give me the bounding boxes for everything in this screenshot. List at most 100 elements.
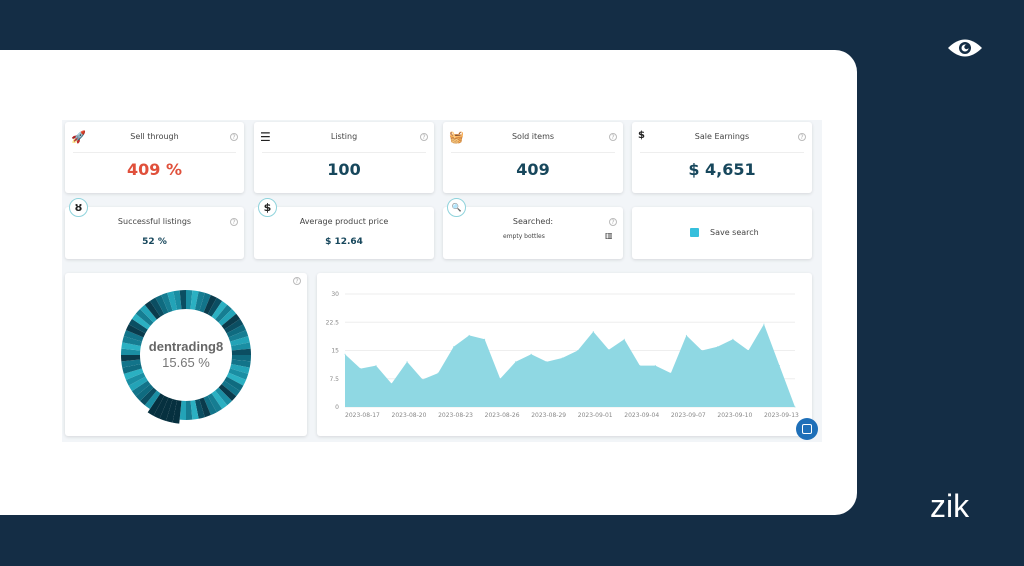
card-value: $ 4,651 [688,160,756,179]
data-point [561,357,563,359]
x-tick-label: 2023-08-20 [392,412,427,419]
data-point [654,365,656,367]
donut-segment-highlighted [172,400,182,424]
dashboard: 🚀 Sell through ? 409 % ☰ Listing ? 100 🧺… [62,120,822,442]
card-value: 100 [327,160,361,179]
area-chart-card: 0 7.5 15 22.5 30 2023-08-17 2023-08-20 2023-08-… [317,273,812,436]
data-point [701,350,703,351]
donut-segment [199,397,211,418]
data-point [546,361,548,363]
donut-chart [121,290,251,424]
donut-segment [199,292,211,313]
medal-icon: ȣ [69,198,88,217]
donut-segment [128,318,148,334]
data-point [670,372,672,374]
help-icon[interactable]: ? [230,218,238,226]
list-icon: ☰ [260,130,271,144]
card-title: Sell through [130,132,179,141]
donut-segment [215,304,232,323]
successful-listings-card: ȣ Successful listings ? 52 % [65,198,244,259]
card-title: Sale Earnings [694,132,750,141]
donut-segment [215,387,232,406]
donut-segment [207,297,223,317]
data-point [360,368,362,370]
donut-segment [221,380,241,397]
donut-segment [228,368,249,380]
searched-card: 🔍 Searched: ? empty bottles ▥ [443,198,623,259]
donut-segment [140,387,157,406]
x-tick-label: 2023-09-13 [764,412,799,419]
data-point [391,383,393,385]
card-title: Listing [330,132,358,141]
donut-value: 15.65 % [162,355,210,370]
data-point [639,365,641,367]
data-point [530,353,532,355]
data-point [484,338,486,340]
donut-segment [230,363,250,374]
donut-segment [224,318,244,334]
donut-segment [144,390,161,410]
donut-segment [161,292,173,313]
data-point [344,353,346,355]
help-icon[interactable]: ? [609,133,617,141]
donut-segment [203,294,217,315]
donut-segment [226,372,247,386]
save-search-label: Save search [710,228,759,237]
data-point [763,323,765,325]
help-icon[interactable]: ? [293,277,301,285]
donut-segment [218,309,237,326]
y-tick-label: 30 [331,291,339,298]
card-title: Average product price [299,217,389,226]
donut-segment [221,313,241,330]
donut-segment [122,336,142,347]
search-query: empty bottles [503,233,545,240]
y-tick-label: 22.5 [326,319,340,326]
donut-segment-highlighted [165,399,178,423]
donut-segment [123,330,144,342]
x-tick-label: 2023-09-04 [624,412,659,419]
data-point [747,350,749,351]
card-title: Sold items [511,132,555,141]
donut-segment [125,324,146,338]
card-title: Successful listings [117,217,192,226]
card-value: 52 % [142,237,167,247]
average-price-card: $ Average product price $ 12.64 [254,198,434,259]
donut-card: ? dentrading8 15.65 % [65,273,307,436]
data-point [716,346,718,348]
chat-button[interactable] [796,418,818,440]
bar-chart-icon[interactable]: ▥ [605,231,613,240]
eye-icon[interactable] [947,37,983,59]
rocket-icon: 🚀 [71,130,86,144]
donut-segment [144,300,161,320]
donut-segment [155,294,169,315]
sell-through-card: 🚀 Sell through ? 409 % [65,122,244,193]
x-tick-label: 2023-09-01 [578,412,613,419]
help-icon[interactable]: ? [420,133,428,141]
donut-label: dentrading8 [148,339,224,354]
card-value: 409 [516,160,550,179]
donut-segment [135,384,154,401]
donut-segment [122,363,142,374]
data-point [778,365,780,367]
help-icon[interactable]: ? [230,133,238,141]
listing-card: ☰ Listing ? 100 [254,122,434,193]
save-search-button[interactable]: Save search [632,207,812,259]
data-point [515,361,517,363]
help-icon[interactable]: ? [798,133,806,141]
data-point [499,378,501,380]
donut-segment [179,290,186,310]
donut-segment [186,400,193,420]
zik-logo: zik [930,488,970,524]
donut-segment [190,400,199,420]
y-tick-label: 0 [335,404,339,411]
donut-segment [203,395,217,416]
basket-icon: 🧺 [449,130,464,144]
data-point [623,338,625,340]
donut-segment [131,313,151,330]
donut-segment [207,393,223,413]
help-icon[interactable]: ? [609,218,617,226]
donut-segment [135,309,154,326]
donut-segment [167,291,178,311]
y-tick-label: 15 [331,348,339,355]
data-point [685,334,687,336]
